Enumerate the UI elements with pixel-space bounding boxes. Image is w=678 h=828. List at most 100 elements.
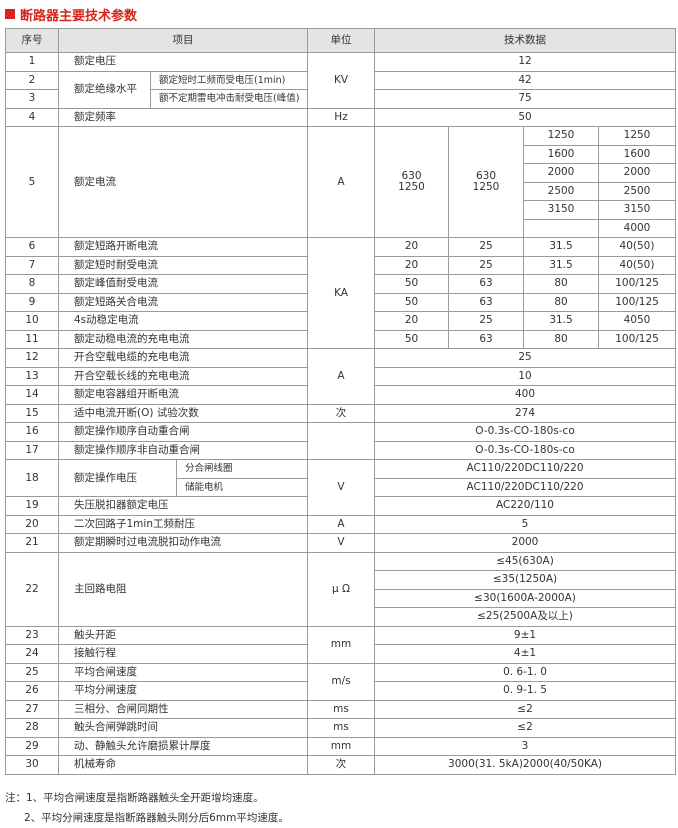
- row-unit: A: [307, 126, 376, 238]
- row-value: [523, 218, 600, 238]
- table-row: 14 额定电容器组开断电流 400: [5, 385, 677, 405]
- row-value: ≤2: [374, 718, 677, 738]
- row-item: 额定电压: [57, 52, 309, 72]
- row-unit: ms: [307, 699, 376, 719]
- row-subitem: 分合闸线圈: [175, 459, 309, 479]
- row-item: 二次回路子1min工频耐压: [57, 514, 309, 534]
- row-item: 平均分闸速度: [57, 681, 309, 701]
- row-value: 50: [374, 107, 677, 127]
- row-value: 31.5: [523, 255, 600, 275]
- row-no: 11: [5, 329, 59, 349]
- table-row: 30 机械寿命次 3000(31. 5kA)2000(40/50KA): [5, 755, 677, 775]
- header-data: 技术数据: [374, 28, 677, 53]
- table-row: 22 主回路电阻 μ Ω ≤45(630A): [5, 551, 677, 627]
- row-value: 0. 6-1. 0: [374, 662, 677, 682]
- row-no: 5: [5, 126, 59, 238]
- row-unit: KA: [307, 237, 376, 349]
- row-value: 4±1: [374, 644, 677, 664]
- note-1: 注：1、平均合闸速度是指断路器触头全开距增均速度。: [5, 792, 264, 804]
- row-no: 13: [5, 366, 59, 386]
- row-value: 274: [374, 403, 677, 423]
- row-item: 接触行程: [57, 644, 309, 664]
- row-unit: mm: [307, 736, 376, 756]
- row-value: ≤30(1600A-2000A): [374, 588, 677, 608]
- table-row: 17 额定操作顺序非自动重合闸 O-0.3s-CO-180s-co: [5, 440, 677, 460]
- header-no: 序号: [5, 28, 59, 53]
- row-item: 额定短时耐受电流: [57, 255, 309, 275]
- table-row: 19 失压脱扣器额定电压 AC220/110: [5, 496, 677, 516]
- table-row: 27 三相分、合闸同期性 ms ≤2: [5, 699, 677, 719]
- row-no: 27: [5, 699, 59, 719]
- row-item: 额定短路关合电流: [57, 292, 309, 312]
- row-item: 机械寿命: [57, 755, 309, 775]
- row-item: 额定绝缘水平: [58, 70, 151, 109]
- row-unit: A: [307, 514, 376, 534]
- row-item: 额定操作电压: [58, 459, 177, 497]
- row-value: 630 1250: [448, 126, 525, 238]
- row-no: 14: [5, 385, 59, 405]
- row-unit: A: [307, 348, 376, 405]
- row-item: 额定期瞬时过电流脱扣动作电流: [57, 533, 309, 553]
- table-row: 2 额定绝缘水平 额定短时工频而受电压(1min) 42: [5, 70, 677, 109]
- table-row: 4000: [6, 218, 677, 238]
- header-unit: 单位: [307, 28, 376, 53]
- row-value: 1600: [598, 144, 677, 164]
- table-row: 23 触头开距 mm 9±1: [5, 625, 677, 664]
- table-row: 7 额定短时耐受电流 20 25 31.5 40(50): [5, 255, 677, 275]
- row-no: 1: [5, 52, 59, 72]
- row-value: 80: [523, 292, 600, 312]
- row-value: 40(50): [598, 255, 677, 275]
- row-subitem: 额定短时工频而受电压(1min): [149, 70, 309, 90]
- row-value: 10: [374, 366, 677, 386]
- row-value: 63: [448, 329, 525, 349]
- row-unit: [307, 422, 376, 460]
- row-value: 31.5: [523, 311, 600, 331]
- row-value: 4000: [598, 218, 677, 238]
- row-no: 17: [5, 440, 59, 460]
- row-item: 额定电流: [57, 126, 309, 238]
- row-item: 适中电流开断(O) 试验次数: [57, 403, 309, 423]
- row-value: AC220/110: [374, 496, 677, 516]
- spec-table: 序号 项目 单位 技术数据 1 额定电压 KV 12 2 额定绝缘水平 额定短时工频而受电压(1mi…: [5, 28, 677, 775]
- row-item: 额定电容器组开断电流: [57, 385, 309, 405]
- row-value: O-0.3s-CO-180s-co: [374, 422, 677, 442]
- row-value: 20: [374, 311, 450, 331]
- row-value: 3: [374, 736, 677, 756]
- row-no: 23: [5, 625, 59, 645]
- table-row: 5 额定电流 A 630 1250 630 1250 1250 1250: [5, 126, 677, 238]
- row-item: 额定频率: [57, 107, 309, 127]
- row-unit: ms: [307, 718, 376, 738]
- table-row: 16 额定操作顺序自动重合闸 O-0.3s-CO-180s-co: [5, 422, 677, 460]
- row-value: 2500: [523, 181, 600, 201]
- row-value: 2000: [598, 163, 677, 183]
- table-row: 25 平均合闸速度 m/s 0. 6-1. 0: [5, 662, 677, 701]
- row-value: 1600: [523, 144, 600, 164]
- row-value: 25: [448, 237, 525, 257]
- table-row: 3 额不定期雷电冲击耐受电压(峰值) 75: [5, 89, 677, 109]
- table-row: 4 额定频率 Hz 50: [5, 107, 677, 127]
- table-row: 6 额定短路开断电流 KA 20 25 31.5 40(50): [5, 237, 677, 349]
- header-item: 项目: [57, 28, 309, 53]
- row-value: 1250: [523, 126, 600, 146]
- row-value: 50: [374, 274, 450, 294]
- row-value: 1250: [598, 126, 677, 146]
- row-unit: V: [307, 533, 376, 553]
- table-row: 8 额定峰值耐受电流 50 63 80 100/125: [5, 274, 677, 294]
- row-no: 4: [5, 107, 59, 127]
- row-value: 12: [374, 52, 677, 72]
- row-value: ≤25(2500A及以上): [374, 607, 677, 627]
- row-value: 5: [374, 514, 677, 534]
- row-value: 20: [374, 237, 450, 257]
- row-unit: mm: [307, 625, 376, 664]
- row-value: 25: [374, 348, 677, 368]
- row-value: 63: [448, 274, 525, 294]
- table-row: 储能电机 AC110/220DC110/220: [6, 477, 677, 497]
- row-value: 25: [448, 255, 525, 275]
- row-value: 100/125: [598, 292, 677, 312]
- row-value: 400: [374, 385, 677, 405]
- row-no: 9: [5, 292, 59, 312]
- notes: 注：1、平均合闸速度是指断路器触头全开距增均速度。 2、平均分闸速度是指断路器触…: [5, 788, 289, 828]
- row-item: 动、静触头允许磨损累计厚度: [57, 736, 309, 756]
- table-row: 24 接触行程 4±1: [5, 644, 677, 664]
- note-2: 2、平均分闸速度是指断路器触头刚分后6mm平均速度。: [24, 812, 289, 824]
